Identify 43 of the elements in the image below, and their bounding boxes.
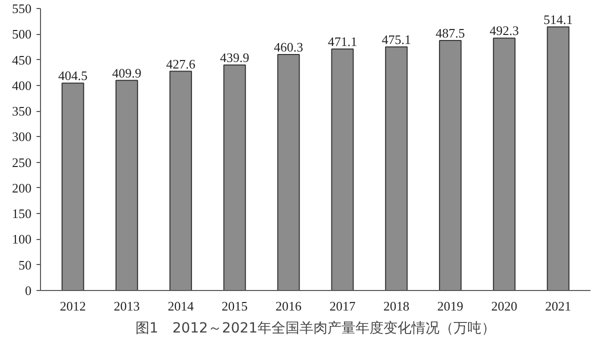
data-label: 404.5 (58, 68, 88, 84)
bar (62, 82, 84, 290)
x-tick-label: 2014 (168, 298, 194, 314)
data-label: 487.5 (436, 26, 465, 41)
x-tick-label: 2020 (491, 298, 518, 314)
x-tick-label: 2019 (437, 298, 464, 314)
bar (223, 64, 246, 290)
bar (546, 26, 570, 290)
data-label: 514.1 (544, 12, 573, 27)
data-label: 439.9 (220, 50, 250, 65)
data-label: 460.3 (274, 39, 304, 54)
x-tick-label: 2012 (60, 298, 86, 314)
x-tick-label: 2021 (545, 298, 572, 314)
text: 图1 2012～2021年全国羊肉产量年度变化情况（万吨） (135, 320, 496, 336)
y-tick-label: 50 (18, 257, 32, 272)
data-label: 409.9 (112, 65, 142, 80)
data-label: 471.1 (328, 34, 358, 49)
y-tick-label: 250 (12, 154, 32, 170)
x-tick-label: 2016 (276, 298, 302, 314)
y-tick-label: 0 (25, 283, 32, 298)
y-tick-label: 400 (12, 78, 32, 93)
y-tick-label: 500 (12, 26, 32, 42)
y-tick-label: 150 (12, 206, 32, 222)
y-tick-label: 450 (12, 52, 32, 68)
x-tick-label: 2013 (114, 298, 140, 314)
bar (492, 38, 516, 290)
x-tick-label: 2018 (383, 298, 410, 314)
bar (277, 54, 300, 290)
bar (115, 80, 138, 290)
bar (331, 48, 354, 290)
bar (439, 40, 462, 290)
y-tick-label: 550 (12, 1, 32, 16)
data-label: 427.6 (166, 56, 196, 72)
y-tick-label: 200 (12, 180, 32, 196)
x-tick-label: 2015 (222, 298, 248, 314)
data-label: 492.3 (490, 23, 519, 38)
y-tick-label: 350 (12, 104, 32, 119)
data-label: 475.1 (382, 32, 412, 47)
bar (169, 70, 192, 290)
y-tick-label: 300 (12, 129, 32, 144)
y-tick-label: 100 (12, 232, 32, 247)
x-tick-label: 2017 (329, 298, 356, 314)
bar (385, 46, 408, 290)
